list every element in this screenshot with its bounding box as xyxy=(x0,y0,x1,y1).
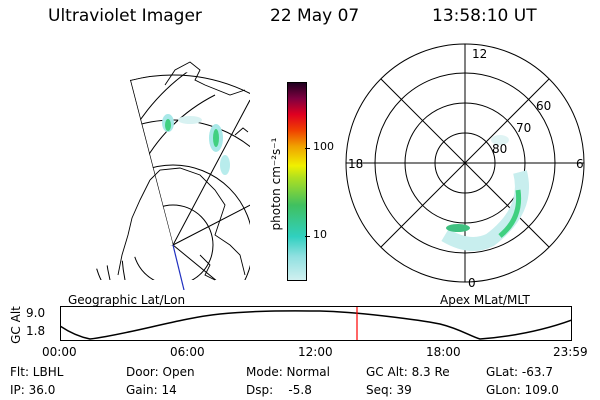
x-tick-2359: 23:59 xyxy=(553,345,588,359)
status-ip: IP: 36.0 xyxy=(10,383,56,397)
status-seq: Seq: 39 xyxy=(366,383,412,397)
lat-label-70: 70 xyxy=(516,121,531,135)
status-gc-alt: GC Alt: 8.3 Re xyxy=(366,365,450,379)
date-label: 22 May 07 xyxy=(270,6,360,26)
colorbar-unit-label: photon cm⁻²s⁻¹ xyxy=(269,137,283,231)
time-label: 13:58:10 UT xyxy=(432,6,537,26)
mlt-label-6: 6 xyxy=(576,157,584,171)
status-door: Door: Open xyxy=(126,365,195,379)
x-tick-0000: 00:00 xyxy=(42,345,77,359)
geographic-panel-title: Geographic Lat/Lon xyxy=(68,293,186,307)
instrument-title: Ultraviolet Imager xyxy=(48,6,202,26)
status-dsp: Dsp: -5.8 xyxy=(246,383,312,397)
polar-plot: 12 18 6 0 60 70 80 xyxy=(345,43,585,290)
status-glon: GLon: 109.0 xyxy=(486,383,559,397)
x-tick-0600: 06:00 xyxy=(170,345,205,359)
colorbar-tick-10: 10 xyxy=(313,228,327,241)
status-mode: Mode: Normal xyxy=(246,365,330,379)
alt-plot-y-bottom: 1.8 xyxy=(26,324,46,338)
geographic-map xyxy=(60,61,250,290)
lat-label-80: 80 xyxy=(492,142,507,156)
colorbar xyxy=(287,82,307,281)
alt-plot-y-top: 9.0 xyxy=(26,306,46,320)
colorbar-tick-mark-10 xyxy=(305,236,310,237)
x-tick-1800: 18:00 xyxy=(426,345,461,359)
alt-plot xyxy=(60,306,572,341)
status-flt: Flt: LBHL xyxy=(10,365,64,379)
mlt-label-12: 12 xyxy=(472,47,487,61)
lat-label-60: 60 xyxy=(536,99,551,113)
x-tick-1200: 12:00 xyxy=(298,345,333,359)
mlt-label-18: 18 xyxy=(348,157,363,171)
apex-panel-title: Apex MLat/MLT xyxy=(440,293,530,307)
status-gain: Gain: 14 xyxy=(126,383,177,397)
colorbar-tick-100: 100 xyxy=(313,140,334,153)
colorbar-tick-mark-100 xyxy=(305,148,310,149)
alt-plot-ylabel: GC Alt xyxy=(9,306,23,344)
mlt-label-0: 0 xyxy=(468,276,476,290)
status-glat: GLat: -63.7 xyxy=(486,365,553,379)
